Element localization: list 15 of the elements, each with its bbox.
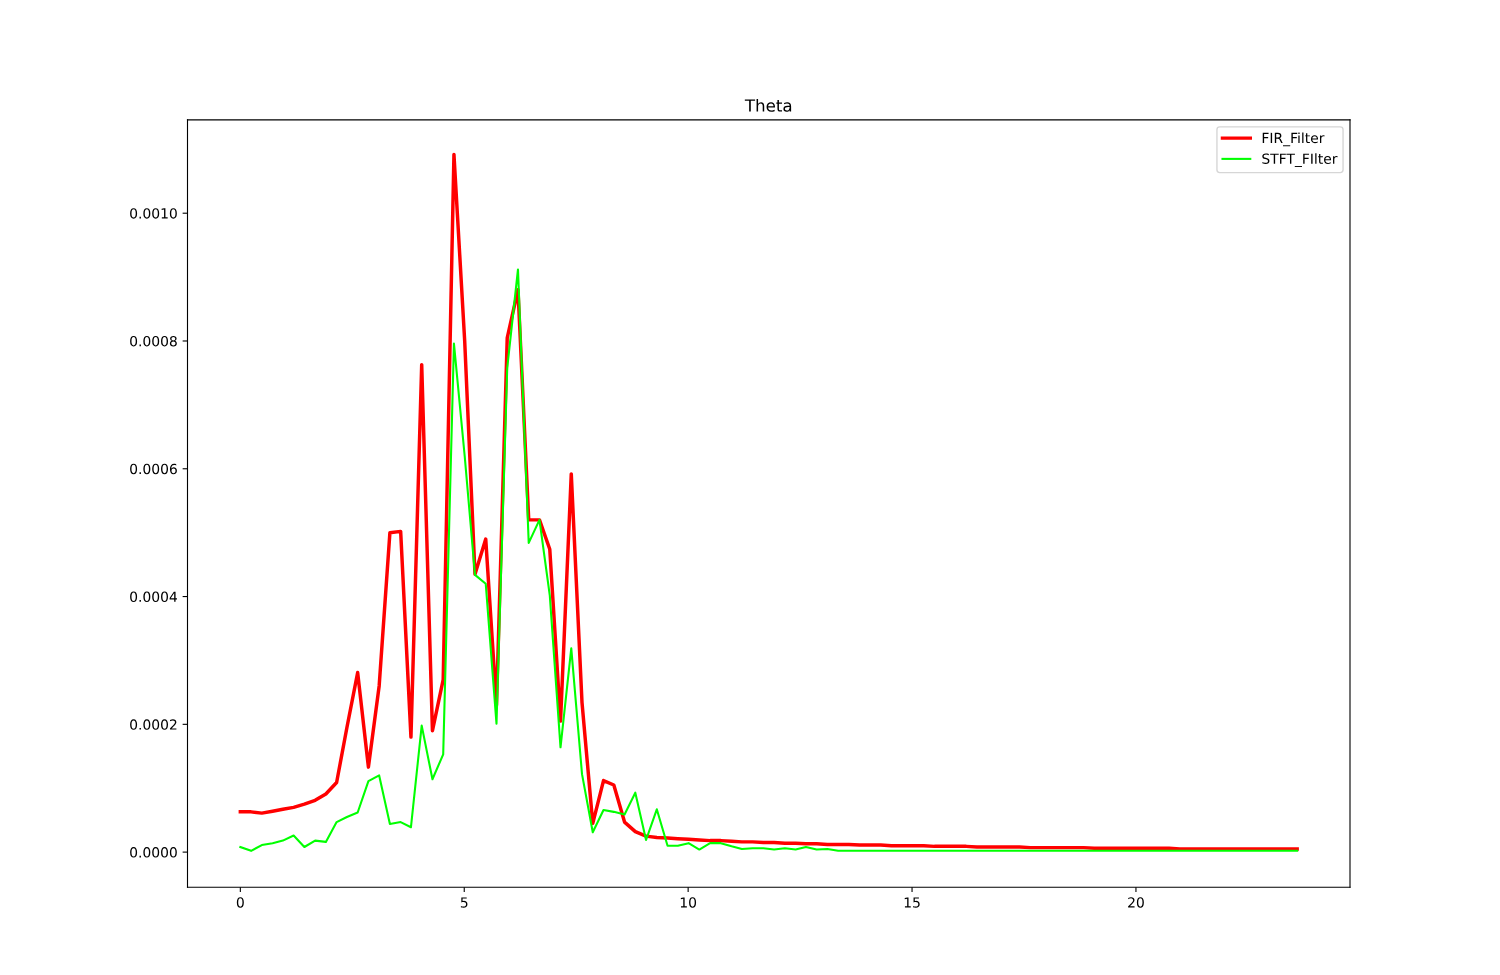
x-tick-label: 15	[904, 897, 920, 908]
y-tick-label: 0.0010	[130, 208, 177, 219]
chart-title: Theta	[744, 98, 792, 112]
legend-label: STFT_FIlter	[1262, 153, 1338, 168]
y-tick-label: 0.0008	[130, 335, 177, 347]
legend-label: FIR_Filter	[1262, 132, 1325, 147]
x-tick-label: 5	[460, 897, 468, 908]
y-tick-label: 0.0004	[130, 591, 177, 603]
line-series	[239, 268, 1299, 852]
y-tick-label: 0.0002	[130, 719, 177, 730]
x-tick-label: 20	[1128, 897, 1144, 908]
x-tick-label: 0	[236, 897, 244, 908]
y-tick-label: 0.0006	[130, 463, 177, 475]
x-tick-label: 10	[680, 897, 697, 908]
y-tick-label: 0.0000	[130, 847, 177, 858]
